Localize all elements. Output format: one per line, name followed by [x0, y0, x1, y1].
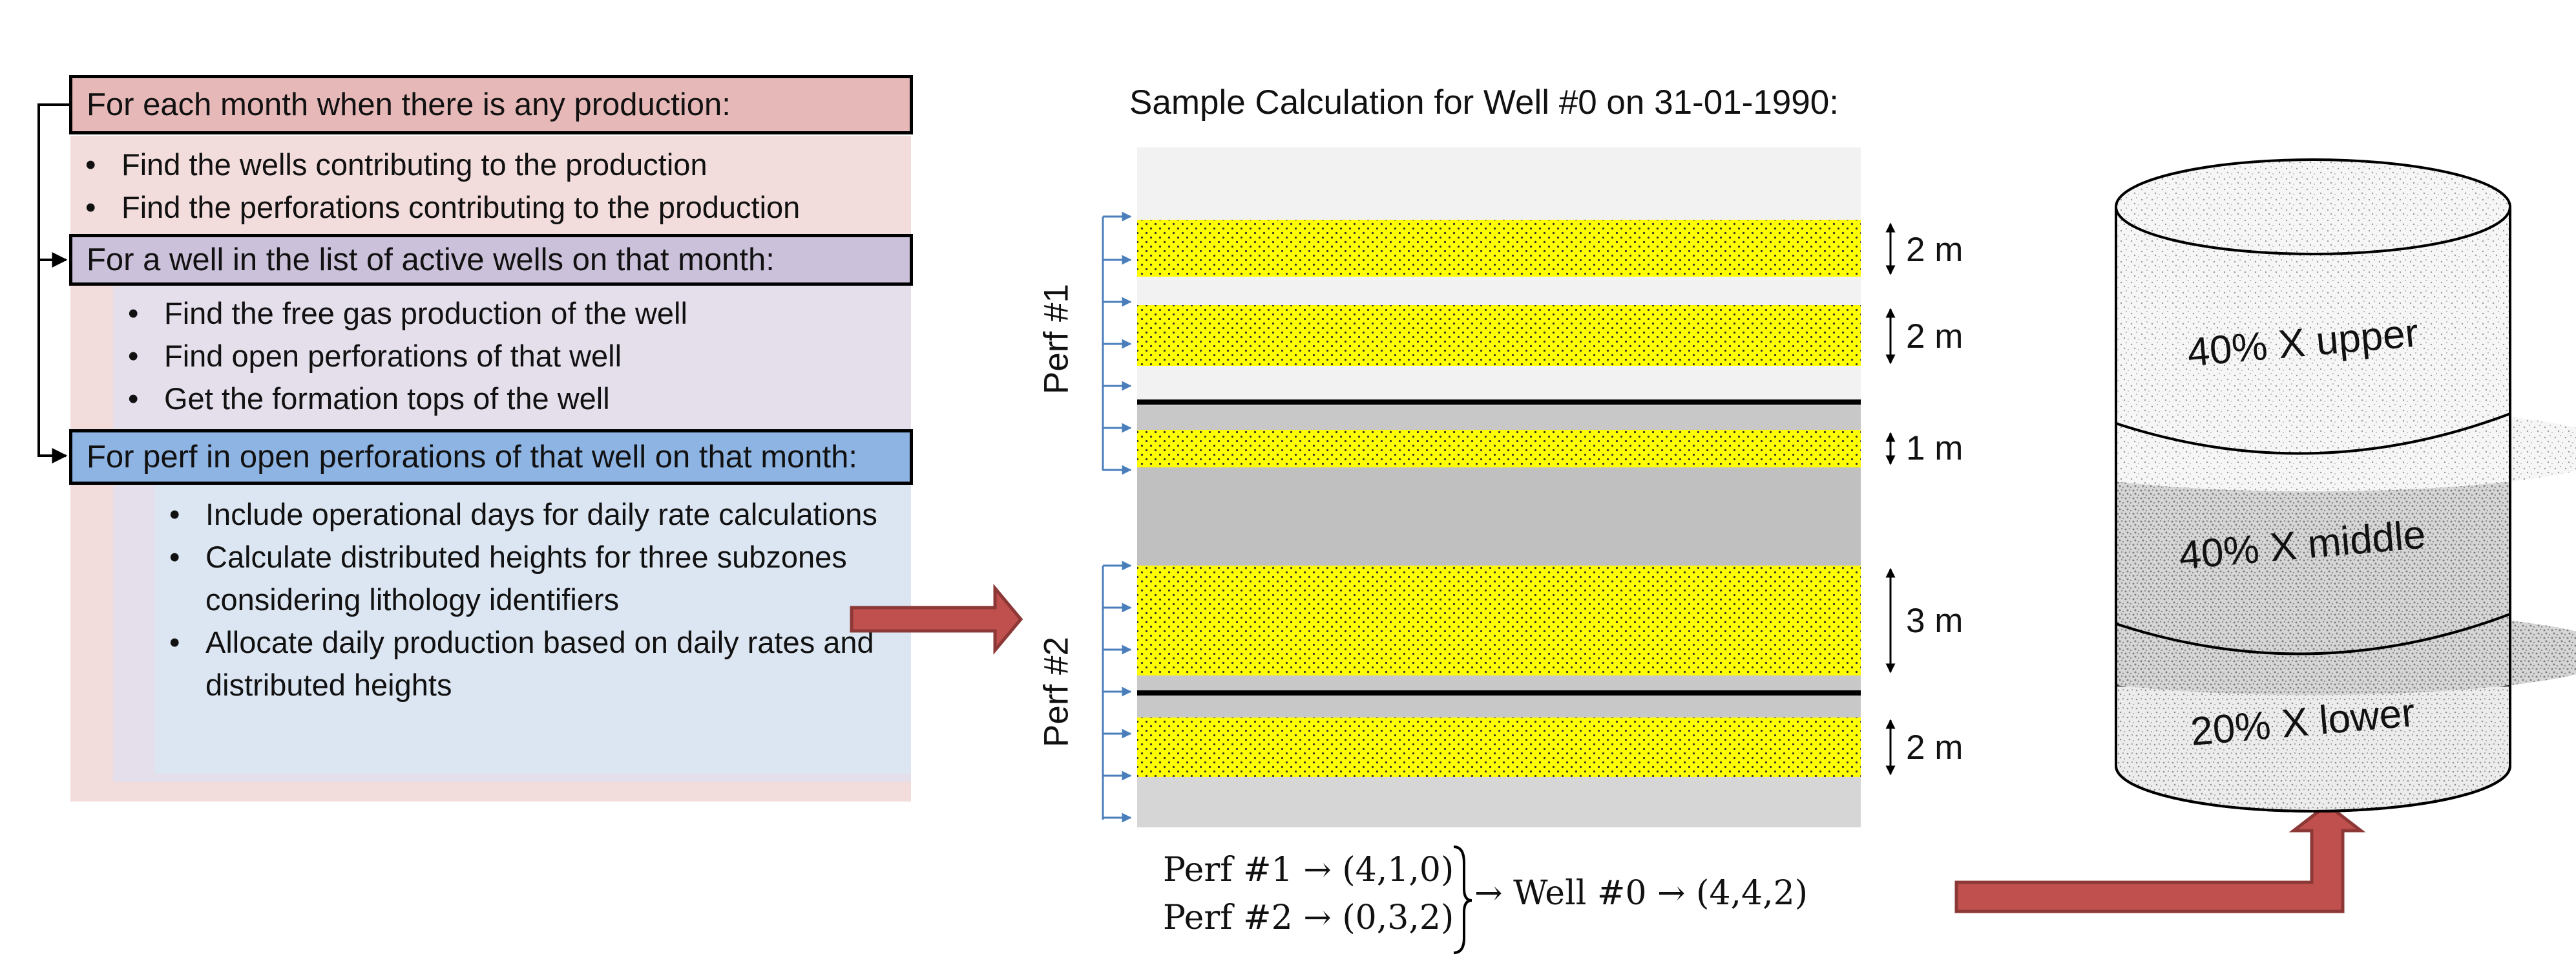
perf2-label: Perf #2 [1037, 637, 1076, 747]
dim-label: 1 m [1906, 429, 1963, 467]
arrow-to-cylinder-icon [1954, 802, 2366, 913]
step2-list: Find the free gas production of the well… [120, 292, 687, 420]
formula-perf2: Perf #2 → (0,3,2) [1163, 898, 1454, 937]
list-item: Find the free gas production of the well [120, 292, 687, 335]
step3-header: For perf in open perforations of that we… [69, 429, 913, 485]
formula-perf1: Perf #1 → (4,1,0) [1163, 851, 1454, 889]
list-item: Calculate distributed heights for three … [162, 536, 898, 621]
formula-well: → Well #0 → (4,4,2) [1474, 874, 1808, 913]
well-log-column [1137, 147, 1861, 827]
step1-header: For each month when there is any product… [69, 75, 913, 134]
dim-label: 2 m [1906, 231, 1963, 269]
arrow-to-well-icon [850, 584, 1023, 655]
step2-header: For a well in the list of active wells o… [69, 234, 913, 286]
step1-list: Find the wells contributing to the produ… [78, 144, 800, 229]
perf-arrows [1102, 211, 1132, 823]
cylinder-icon [2115, 158, 2576, 813]
dim-label: 3 m [1906, 602, 1963, 640]
brace [1453, 845, 1472, 954]
list-item: Find the perforations contributing to th… [78, 186, 800, 229]
list-item: Find the wells contributing to the produ… [78, 144, 800, 186]
list-item: Find open perforations of that well [120, 335, 687, 377]
list-item: Include operational days for daily rate … [162, 493, 898, 536]
flow-connector [37, 103, 69, 463]
perf1-label: Perf #1 [1037, 284, 1076, 394]
sample-title: Sample Calculation for Well #0 on 31-01-… [1129, 83, 1839, 122]
list-item: Allocate daily production based on daily… [162, 621, 898, 707]
dim-label: 2 m [1906, 728, 1963, 767]
list-item: Get the formation tops of the well [120, 377, 687, 420]
step3-list: Include operational days for daily rate … [162, 493, 898, 707]
dim-label: 2 m [1906, 317, 1963, 356]
